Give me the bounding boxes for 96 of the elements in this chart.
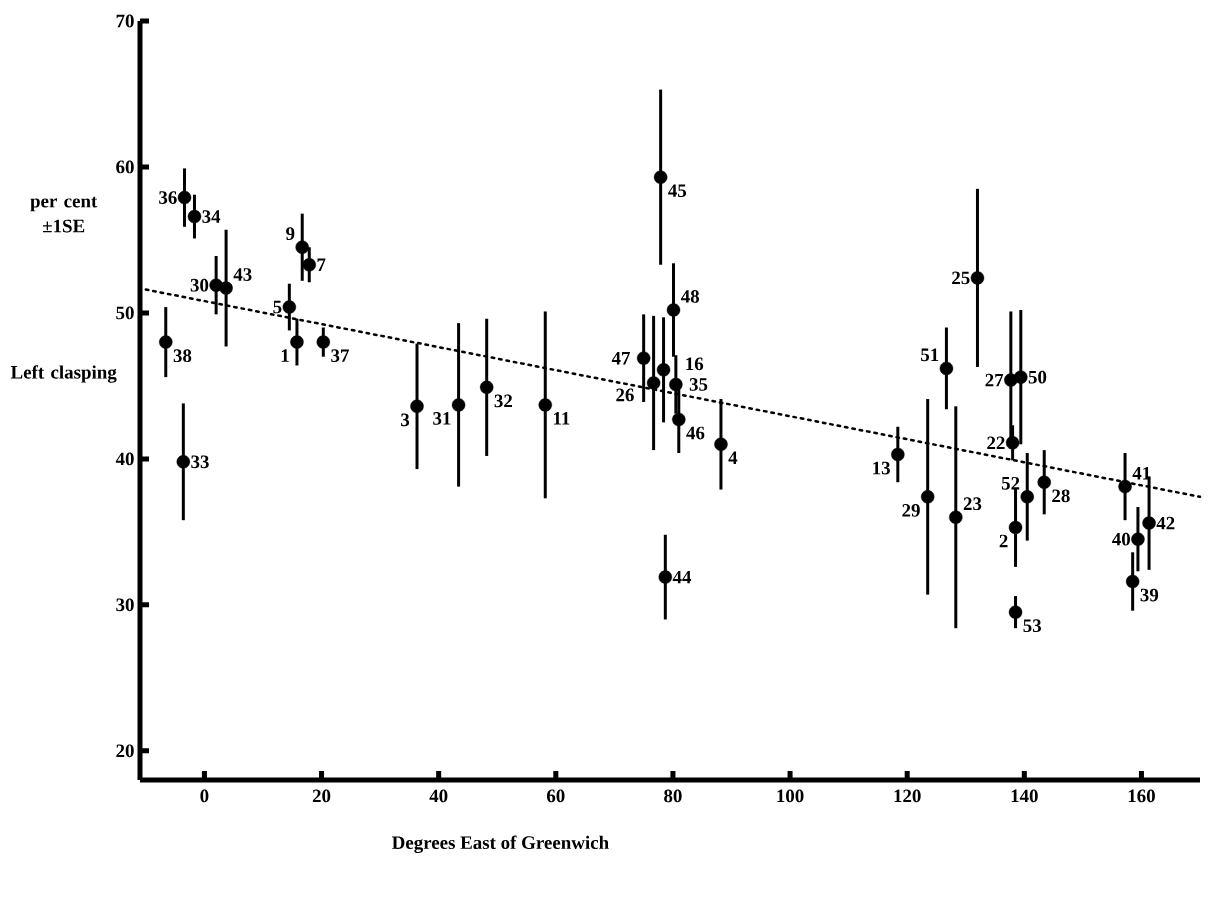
annotation: 25 [952,271,970,285]
annotation: 35 [689,378,708,391]
point [658,570,673,584]
point [295,240,309,254]
point [187,209,202,224]
point [1125,574,1140,589]
point [646,376,661,390]
x-tick-label: 100 [777,789,804,803]
point [316,335,330,349]
annotation: 4 [728,451,738,464]
annotation: 52 [1001,476,1020,490]
annotation: 44 [672,570,692,584]
annotation: 40 [1112,532,1130,546]
point [636,351,651,365]
annotation: 11 [553,412,570,425]
y-tick-label: 70 [116,14,134,28]
annotation: 2 [999,534,1008,548]
point [282,300,297,314]
point [1131,532,1145,546]
y-tick-label: 40 [115,452,134,466]
annotation: 23 [963,497,982,511]
annotation: 7 [317,258,326,271]
annotation: 37 [331,349,349,363]
annotation: 34 [202,210,221,223]
annotation: 42 [1156,516,1175,530]
annotation: 3 [401,413,410,427]
point [1014,370,1028,384]
point [714,437,728,451]
annotation: 43 [233,268,252,281]
x-tick-label: 120 [894,789,921,803]
point [480,380,494,395]
point [970,271,985,285]
y-tick-label: 50 [116,306,134,320]
point [949,510,963,524]
y-tick-label: 20 [116,744,134,758]
y-axis-title: per cent ±1SE [30,196,98,233]
annotation: 27 [985,373,1004,387]
annotation: 45 [668,184,687,198]
annotation: 46 [686,426,705,440]
annotation: 1 [281,349,289,362]
point [538,398,552,412]
point [666,303,681,317]
annotation: 13 [873,461,890,475]
annotation: 47 [611,351,630,365]
annotation: 29 [902,504,920,517]
x-tick-label: 80 [664,789,682,803]
x-tick-label: 0 [200,789,209,803]
annotation: 33 [191,455,209,469]
x-tick-label: 60 [546,789,565,803]
point [939,361,954,376]
point [1118,479,1132,494]
point [451,398,466,412]
annotation: 38 [173,349,192,363]
point [653,170,668,184]
annotation: 53 [1023,619,1042,633]
point [669,377,683,392]
annotation: 32 [494,394,512,408]
x-tick-label: 20 [312,789,331,803]
point [302,258,316,272]
x-tick-label: 40 [429,789,448,803]
point [1037,475,1051,489]
y-tick-label: 30 [116,598,134,612]
y-tick-label: 60 [116,160,134,174]
annotation: 9 [286,227,295,241]
annotation: 30 [190,278,209,292]
x-tick-label: 140 [1011,789,1038,803]
point [1005,436,1020,450]
point [656,363,671,377]
point [290,335,304,349]
annotation: 22 [987,436,1005,450]
point [1008,605,1023,619]
annotation: 50 [1028,370,1047,384]
point [219,281,233,295]
annotation: 36 [159,191,177,204]
point [1142,516,1156,530]
annotation: 16 [686,357,704,371]
annotation: 51 [921,348,939,362]
annotation: 39 [1140,588,1159,602]
point [159,335,173,349]
point [891,447,905,462]
annotation: 41 [1132,466,1151,480]
x-axis-title: Degrees East of Greenwich [392,835,609,854]
point [672,412,686,427]
text: Left clasping [10,365,117,383]
point [1020,490,1034,504]
point [920,490,935,504]
point [176,455,191,469]
point [410,399,424,414]
annotation: 48 [680,290,700,303]
annotation: 26 [616,388,634,402]
x-tick-label: 160 [1128,789,1155,803]
annotation: 31 [433,412,451,425]
annotation: 28 [1052,489,1070,503]
annotation: 5 [273,300,282,314]
point [1008,520,1023,535]
point [177,190,192,205]
